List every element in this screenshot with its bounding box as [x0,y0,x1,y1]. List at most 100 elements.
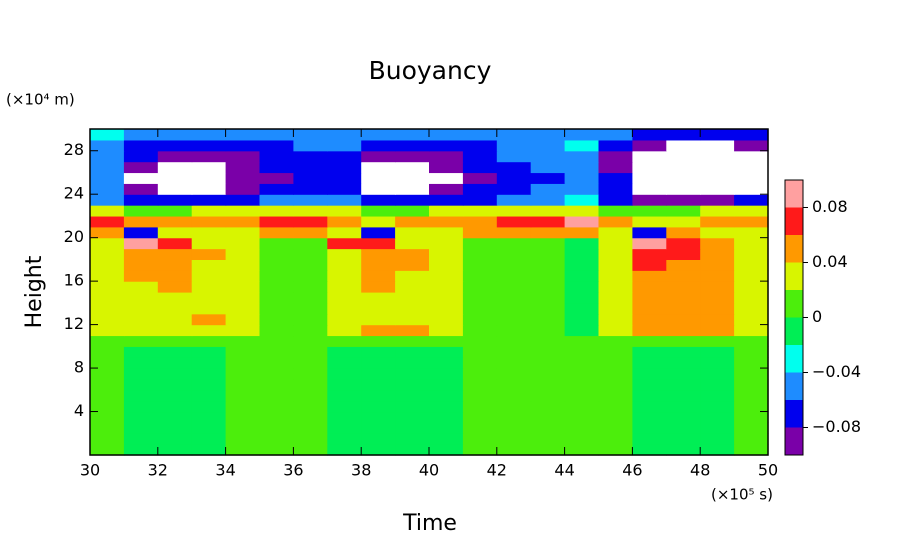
contour-cell [700,313,735,326]
contour-cell [429,150,464,163]
contour-cell [191,324,227,337]
contour-cell [259,389,294,402]
contour-cell [395,237,430,250]
contour-cell [666,139,701,152]
contour-cell [225,248,261,260]
contour-cell [666,324,701,337]
contour-cell [734,433,769,445]
contour-cell [327,248,362,260]
contour-cell [157,215,193,228]
contour-cell [632,444,667,456]
contour-cell [598,346,633,358]
contour-cell [496,215,532,228]
contour-cell [293,226,328,239]
contour-cell [734,259,769,271]
contour-cell [530,161,566,174]
contour-cell [157,161,193,174]
contour-cell [123,226,159,239]
contour-cell [632,400,667,413]
contour-cell [564,270,600,282]
contour-cell [123,248,159,260]
colorbar-segment [785,400,803,428]
contour-cell [225,422,261,434]
contour-cell [632,324,667,337]
contour-cell [564,259,600,271]
contour-cell [429,313,464,326]
contour-cell [157,302,193,315]
contour-cell [361,248,396,260]
contour-cell [327,378,362,391]
contour-cell [462,444,498,456]
contour-cell [429,433,464,445]
contour-cell [191,194,227,206]
contour-cell [361,172,396,184]
contour-cell [598,433,633,445]
contour-cell [225,313,261,326]
contour-cell [496,346,532,358]
contour-cell [598,324,633,337]
contour-cell [496,400,532,413]
contour-cell [666,194,701,206]
contour-cell [700,226,735,239]
contour-cell [90,411,125,423]
contour-cell [225,205,261,217]
contour-cell [259,237,294,250]
contour-cell [462,281,498,293]
contour-cell [191,292,227,304]
contour-cell [191,248,227,260]
contour-cell [666,259,701,271]
contour-cell [666,313,701,326]
contour-cell [90,335,125,347]
contour-cell [191,183,227,195]
x-tick-label: 44 [554,461,574,480]
contour-cell [259,259,294,271]
contour-cell [429,259,464,271]
contour-cell [564,411,600,423]
contour-cell [598,215,633,228]
contour-cell [259,357,294,369]
y-tick-label: 12 [64,314,84,333]
contour-cell [462,270,498,282]
contour-cell [429,302,464,315]
contour-cell [395,346,430,358]
contour-cell [734,378,769,391]
contour-cell [259,139,294,152]
contour-cell [123,335,159,347]
contour-cell [259,183,294,195]
contour-cell [259,444,294,456]
contour-cell [90,302,125,315]
contour-cell [157,368,193,380]
contour-cell [462,172,498,184]
contour-cell [429,172,464,184]
contour-cell [462,248,498,260]
contour-cell [90,400,125,413]
colorbar-segment [785,372,803,400]
contour-cell [530,270,566,282]
y-tick-label: 24 [64,184,84,203]
contour-cell [225,194,261,206]
contour-cell [429,237,464,250]
contour-cell [564,248,600,260]
contour-cell [225,129,261,141]
y-unit: (×10⁴ m) [6,91,75,109]
y-tick-label: 8 [74,358,84,377]
contour-cell [90,281,125,293]
contour-cell [700,411,735,423]
contour-cell [700,378,735,391]
contour-cell [157,422,193,434]
contour-cell [598,237,633,250]
contour-cell [293,444,328,456]
contour-cell [666,357,701,369]
contour-cell [429,161,464,174]
contour-cell [598,292,633,304]
contour-cell [530,215,566,228]
contour-cell [700,172,735,184]
contour-cell [700,444,735,456]
contour-cell [564,194,600,206]
contour-cell [395,335,430,347]
contour-cell [395,150,430,163]
contour-cell [225,172,261,184]
contour-cell [564,139,600,152]
contour-cell [564,183,600,195]
